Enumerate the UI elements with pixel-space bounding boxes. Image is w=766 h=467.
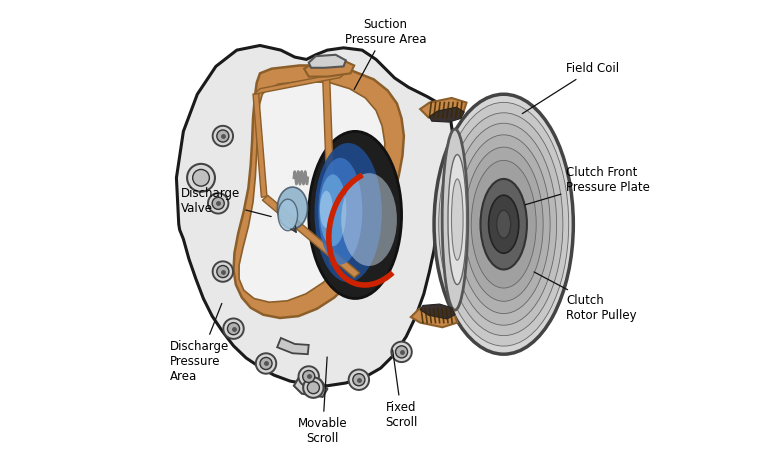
Ellipse shape (442, 129, 468, 310)
Text: Field Coil: Field Coil (522, 62, 620, 113)
Circle shape (217, 130, 229, 142)
Circle shape (299, 366, 319, 387)
Circle shape (303, 370, 315, 382)
Ellipse shape (444, 113, 563, 336)
Ellipse shape (315, 143, 381, 282)
Polygon shape (239, 81, 385, 302)
Ellipse shape (439, 102, 568, 346)
Ellipse shape (319, 174, 346, 246)
Circle shape (208, 193, 228, 213)
Circle shape (391, 342, 412, 362)
Circle shape (217, 266, 229, 277)
Ellipse shape (457, 135, 550, 313)
Circle shape (260, 357, 272, 369)
Ellipse shape (318, 158, 362, 265)
Polygon shape (176, 45, 453, 386)
Text: Movable
Scroll: Movable Scroll (298, 357, 348, 445)
Ellipse shape (451, 179, 463, 260)
Text: Suction
Pressure Area: Suction Pressure Area (345, 18, 426, 90)
Polygon shape (420, 304, 455, 319)
Polygon shape (234, 65, 404, 318)
Polygon shape (262, 195, 360, 277)
Circle shape (224, 318, 244, 339)
Ellipse shape (448, 155, 466, 284)
Circle shape (193, 170, 209, 186)
Text: Clutch
Rotor Pulley: Clutch Rotor Pulley (534, 272, 637, 322)
Circle shape (303, 377, 323, 398)
Text: Discharge
Pressure
Area: Discharge Pressure Area (169, 304, 229, 382)
Ellipse shape (341, 173, 397, 266)
Circle shape (256, 353, 277, 374)
Ellipse shape (464, 147, 543, 301)
Circle shape (353, 374, 365, 386)
Text: Discharge
Valve: Discharge Valve (181, 187, 271, 217)
Circle shape (228, 323, 240, 335)
Polygon shape (411, 307, 457, 327)
Ellipse shape (309, 131, 401, 298)
Text: Fixed
Scroll: Fixed Scroll (385, 350, 417, 429)
Polygon shape (304, 59, 354, 77)
Circle shape (213, 262, 233, 282)
Ellipse shape (320, 191, 333, 228)
Text: Clutch Front
Pressure Plate: Clutch Front Pressure Plate (525, 166, 650, 205)
Polygon shape (294, 376, 327, 397)
Circle shape (349, 369, 369, 390)
Polygon shape (253, 93, 267, 197)
Circle shape (395, 346, 408, 358)
Circle shape (187, 164, 215, 192)
Polygon shape (309, 55, 346, 68)
Polygon shape (254, 72, 346, 94)
Ellipse shape (496, 210, 511, 238)
Circle shape (307, 382, 319, 394)
Ellipse shape (480, 179, 527, 269)
Circle shape (212, 197, 224, 209)
Ellipse shape (277, 187, 308, 229)
Polygon shape (430, 107, 464, 122)
Ellipse shape (450, 123, 557, 325)
Circle shape (213, 126, 233, 146)
Ellipse shape (489, 195, 519, 253)
Polygon shape (322, 76, 336, 265)
Ellipse shape (471, 160, 536, 288)
Ellipse shape (278, 199, 297, 231)
Polygon shape (277, 338, 309, 354)
Ellipse shape (434, 94, 573, 354)
Polygon shape (420, 98, 466, 118)
